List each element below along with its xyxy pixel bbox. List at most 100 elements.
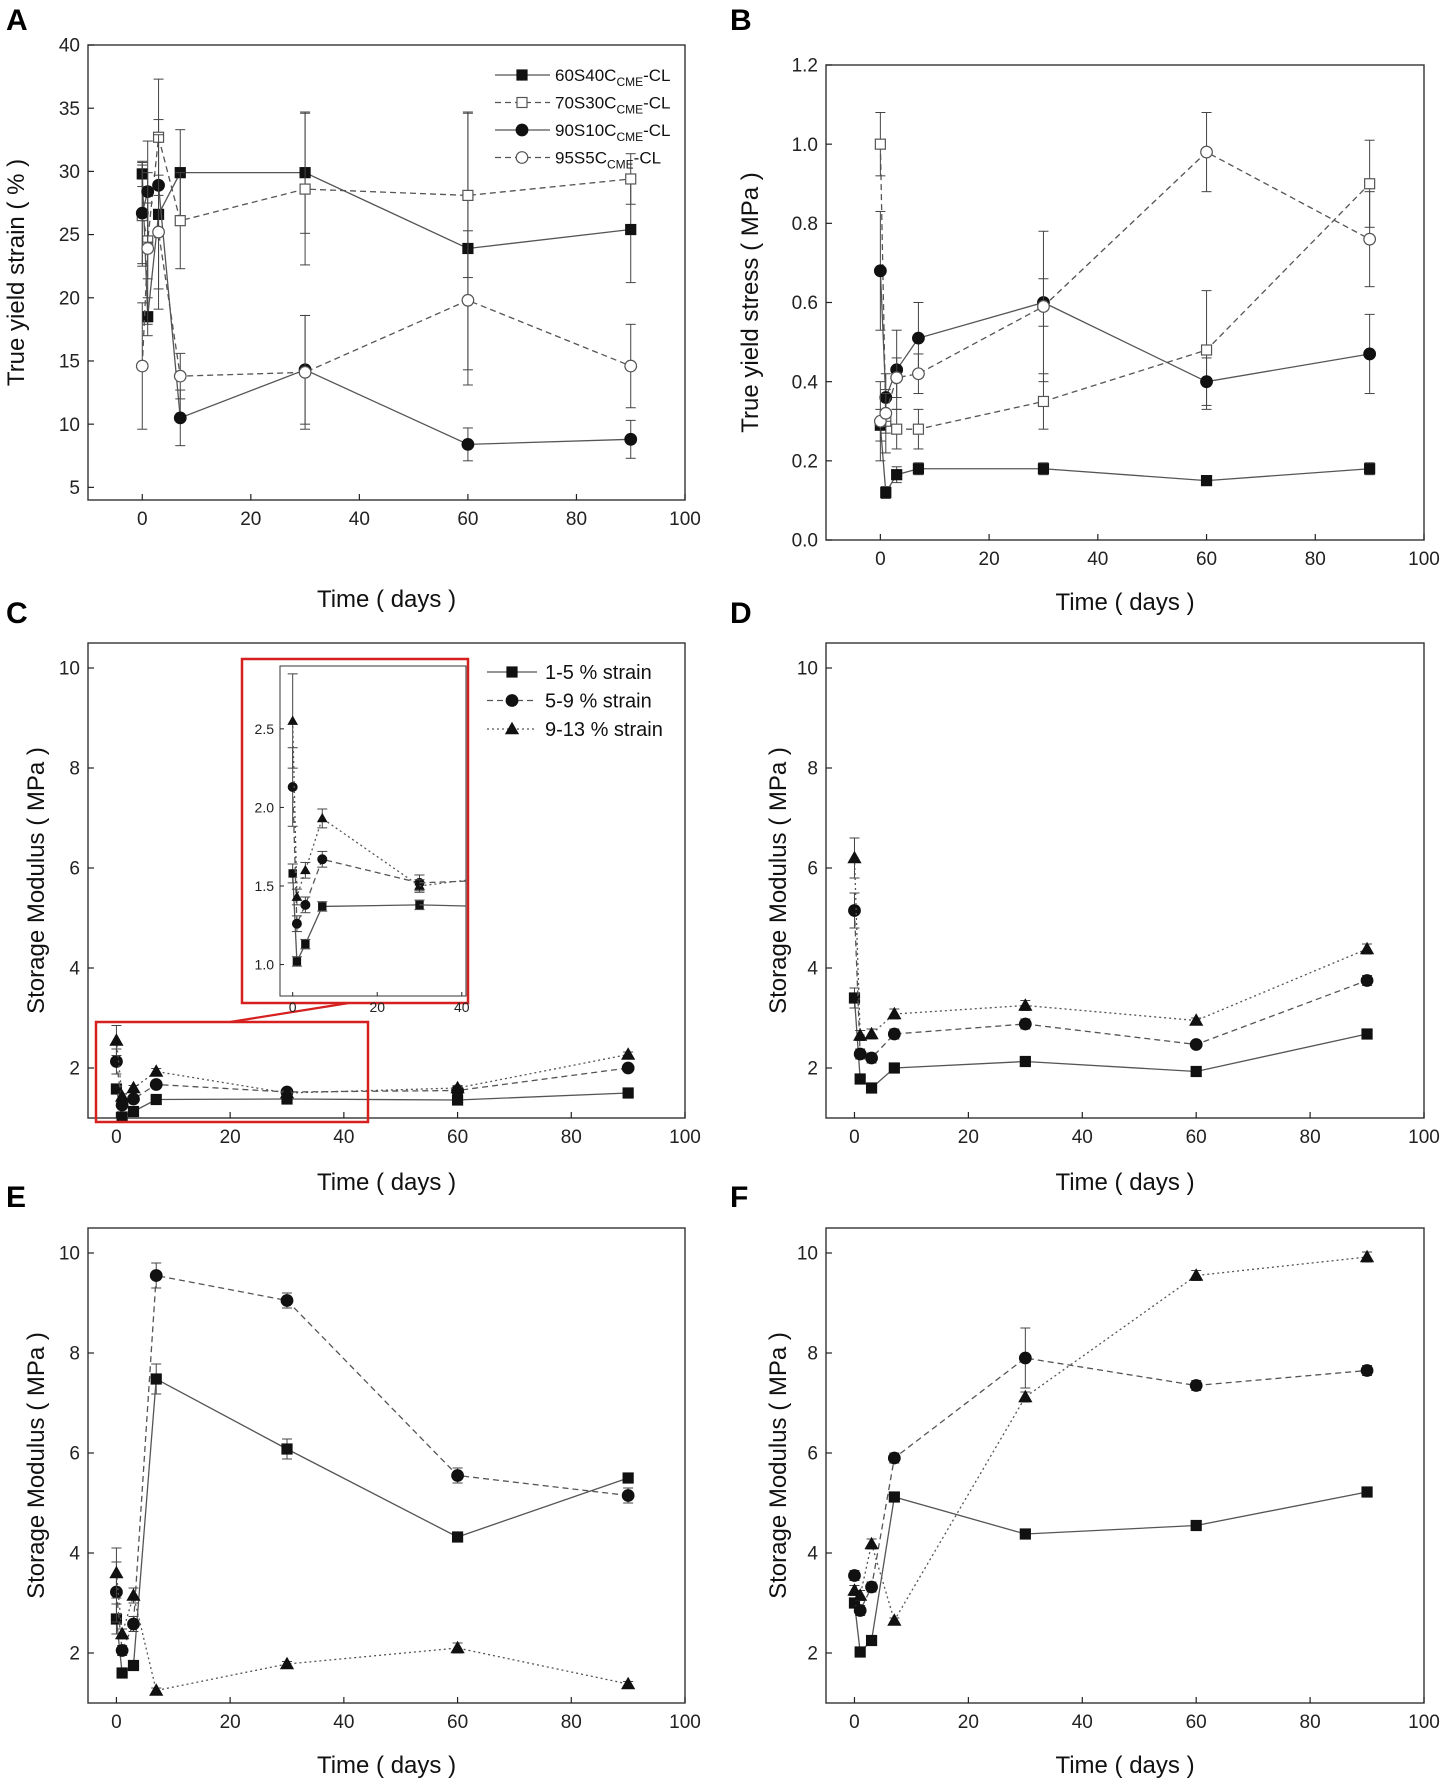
data-point bbox=[874, 138, 886, 150]
series-2 bbox=[848, 892, 1374, 1065]
y-tick-label: 8 bbox=[69, 759, 80, 780]
x-tick-label: 60 bbox=[447, 1127, 468, 1148]
data-point bbox=[853, 1588, 868, 1601]
data-point bbox=[150, 1373, 162, 1385]
y-axis-label: True yield strain ( % ) bbox=[3, 159, 30, 386]
x-tick-label: 40 bbox=[333, 1712, 354, 1733]
series-3 bbox=[847, 1249, 1375, 1626]
legend-marker bbox=[515, 151, 529, 164]
legend-label-main: 60S40C bbox=[555, 66, 616, 85]
x-tick-label: 60 bbox=[1196, 549, 1217, 570]
x-tick-label: 60 bbox=[447, 1712, 468, 1733]
legend-label: 1-5 % strain bbox=[545, 662, 652, 684]
inset-x-tick-label: 40 bbox=[454, 999, 470, 1015]
data-point bbox=[135, 206, 149, 220]
x-tick-label: 0 bbox=[111, 1127, 122, 1148]
x-tick-label: 0 bbox=[137, 509, 148, 530]
data-point bbox=[149, 1683, 164, 1696]
series-line bbox=[879, 144, 1371, 430]
x-tick-label: 80 bbox=[561, 1712, 582, 1733]
data-point bbox=[888, 1062, 900, 1074]
data-point bbox=[450, 1640, 465, 1654]
y-tick-label: 10 bbox=[59, 659, 80, 680]
data-point bbox=[621, 1047, 636, 1060]
data-point bbox=[279, 1085, 295, 1099]
data-point bbox=[127, 1617, 140, 1631]
data-point bbox=[288, 869, 297, 878]
series-3 bbox=[873, 210, 1377, 422]
legend-label-suffix: -CL bbox=[634, 149, 661, 168]
y-tick-label: 4 bbox=[807, 1544, 818, 1565]
legend-label-suffix: -CL bbox=[643, 66, 670, 85]
series-3 bbox=[109, 1025, 636, 1102]
x-tick-label: 20 bbox=[958, 1712, 979, 1733]
data-point bbox=[864, 1536, 879, 1550]
data-point bbox=[461, 293, 475, 307]
data-point bbox=[1360, 974, 1374, 987]
y-tick-label: 6 bbox=[807, 1444, 818, 1465]
data-point bbox=[865, 1051, 878, 1065]
legend-marker bbox=[506, 666, 518, 678]
data-point bbox=[912, 463, 925, 475]
series-line bbox=[115, 1377, 629, 1675]
inset-series-tail bbox=[419, 904, 467, 907]
panel-d: D 0 20 40 60 80 100 2 4 6 8 10 Time ( days ) Storage … bbox=[730, 597, 1440, 1196]
legend-label-suffix: -CL bbox=[643, 121, 670, 140]
data-point bbox=[1190, 1065, 1202, 1078]
y-axis-label: Storage Modulus ( MPa ) bbox=[765, 1332, 792, 1599]
data-point bbox=[115, 1644, 129, 1657]
x-tick-label: 100 bbox=[669, 1712, 701, 1733]
data-point bbox=[127, 1105, 140, 1118]
series-line bbox=[115, 1061, 629, 1107]
data-point bbox=[1359, 1249, 1375, 1263]
x-tick-label: 0 bbox=[875, 549, 886, 570]
data-point bbox=[135, 359, 149, 373]
data-point bbox=[873, 264, 887, 278]
legend: 1-5 % strain 5-9 % strain 9-13 % strain bbox=[487, 662, 663, 741]
legend-marker bbox=[515, 123, 529, 137]
legend-label: 95S5CCME-CL bbox=[555, 149, 661, 172]
inset-y-tick-label: 1.0 bbox=[255, 957, 275, 973]
plot-frame bbox=[87, 44, 686, 501]
data-point bbox=[622, 1087, 634, 1099]
data-point bbox=[1361, 1028, 1373, 1040]
data-point bbox=[625, 223, 637, 236]
x-tick-label: 20 bbox=[240, 509, 261, 530]
series-line bbox=[853, 1491, 1368, 1654]
data-point bbox=[891, 423, 903, 435]
data-point bbox=[141, 242, 155, 255]
legend-label-main: 70S30C bbox=[555, 94, 616, 113]
data-point bbox=[1363, 232, 1377, 246]
series-1 bbox=[287, 863, 425, 967]
plot-frame bbox=[87, 1227, 686, 1704]
y-tick-label: 4 bbox=[807, 959, 818, 980]
x-tick-label: 40 bbox=[1087, 549, 1108, 570]
data-point bbox=[150, 1093, 162, 1106]
panel-letter: D bbox=[730, 597, 752, 630]
data-point bbox=[624, 359, 638, 373]
data-point bbox=[887, 1006, 902, 1020]
y-tick-label: 25 bbox=[59, 225, 80, 246]
data-point bbox=[291, 918, 302, 929]
x-axis-label: Time ( days ) bbox=[317, 586, 456, 613]
data-point bbox=[1019, 1055, 1031, 1068]
data-point bbox=[292, 957, 302, 966]
y-tick-label: 5 bbox=[69, 478, 80, 499]
legend-marker bbox=[516, 69, 528, 81]
y-tick-label: 1.2 bbox=[792, 56, 818, 77]
inset-y-tick-label: 2.0 bbox=[255, 799, 275, 815]
data-point bbox=[299, 183, 311, 195]
data-point bbox=[864, 1026, 879, 1040]
data-point bbox=[317, 854, 328, 865]
data-point bbox=[865, 1634, 878, 1647]
data-point bbox=[621, 1489, 635, 1502]
data-point bbox=[853, 1604, 867, 1617]
x-tick-label: 40 bbox=[349, 509, 370, 530]
series-3 bbox=[847, 837, 1375, 1041]
data-point bbox=[912, 423, 925, 435]
series-4 bbox=[873, 112, 1377, 462]
inset-y-tick-label: 1.5 bbox=[255, 878, 275, 894]
y-tick-label: 35 bbox=[59, 99, 80, 120]
series-1 bbox=[848, 987, 1373, 1094]
data-point bbox=[279, 1656, 295, 1670]
